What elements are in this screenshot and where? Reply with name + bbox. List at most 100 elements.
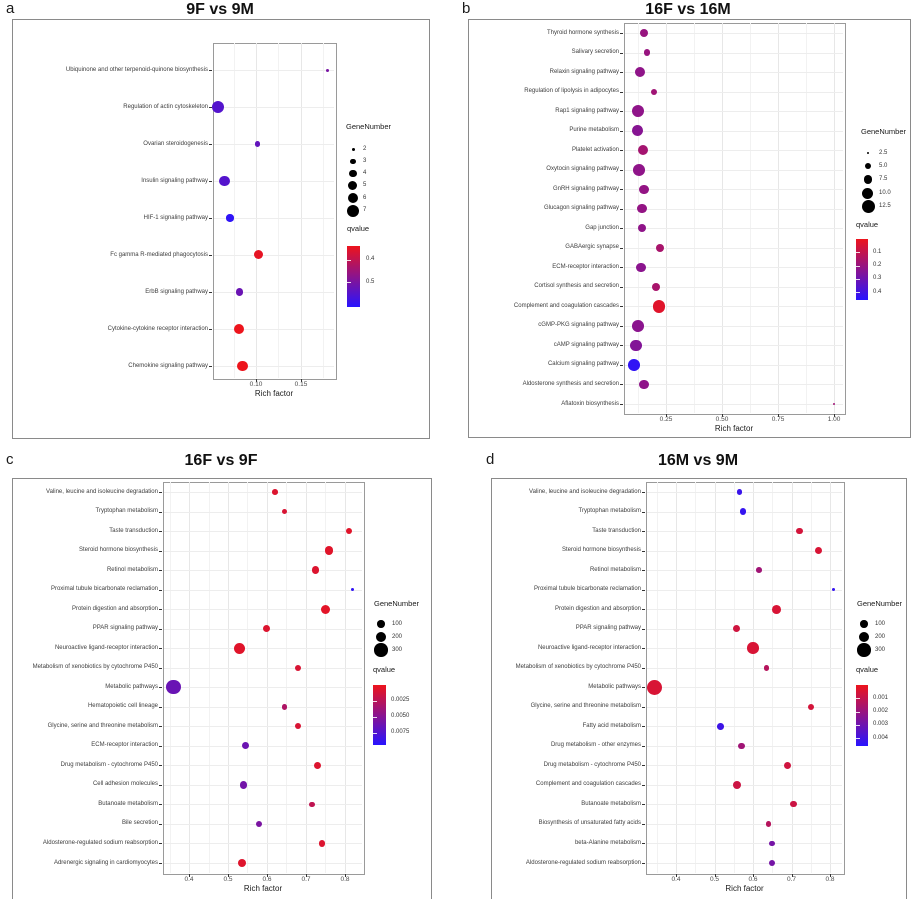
y-axis-tick <box>620 169 623 171</box>
y-axis-tick <box>620 91 623 93</box>
row-gridline <box>625 325 843 327</box>
pathway-label: Aldosterone synthesis and secretion <box>522 380 619 387</box>
pathway-label: Hematopoietic cell lineage <box>87 703 158 710</box>
row-gridline <box>214 292 334 293</box>
y-axis-tick <box>159 609 162 611</box>
pathway-label: Cell adhesion molecules <box>92 781 158 788</box>
x-tick-label: 0.5 <box>223 876 233 883</box>
pathway-label: GnRH signaling pathway <box>552 185 619 192</box>
data-point <box>740 508 747 515</box>
legend-size-dot <box>864 163 872 170</box>
x-tick-label: 0.4 <box>184 876 194 883</box>
row-gridline <box>164 511 362 513</box>
plot-area <box>624 23 846 415</box>
y-axis-tick <box>642 667 645 669</box>
x-axis-tick <box>791 874 793 877</box>
row-gridline <box>164 628 362 630</box>
data-point <box>254 250 264 260</box>
qvalue-bar-tick <box>856 724 860 726</box>
data-point <box>309 801 315 808</box>
legend-size-dot <box>377 620 385 628</box>
pathway-label: Rap1 signaling pathway <box>555 107 619 114</box>
qvalue-tick-label: 0.4 <box>366 256 375 263</box>
row-gridline <box>164 804 362 806</box>
data-point <box>747 642 759 654</box>
row-gridline <box>647 589 842 591</box>
row-gridline <box>625 384 843 386</box>
row-gridline <box>214 329 334 330</box>
pathway-label: beta-Alanine metabolism <box>574 839 641 846</box>
y-axis-tick <box>209 70 212 71</box>
x-axis-label: Rich factor <box>254 389 294 398</box>
data-point <box>647 679 663 695</box>
row-gridline <box>164 687 362 689</box>
pathway-label: Calcium signaling pathway <box>547 361 619 368</box>
y-axis-tick <box>620 345 623 347</box>
x-axis-label: Rich factor <box>725 884 764 893</box>
x-tick-label: 0.10 <box>249 381 263 388</box>
x-axis-tick <box>256 379 257 382</box>
minor-gridline <box>733 482 735 873</box>
y-axis-tick <box>209 366 212 367</box>
pathway-label: Fatty acid metabolism <box>582 722 641 729</box>
data-point <box>632 125 644 137</box>
pathway-label: Tryptophan metabolism <box>578 508 641 515</box>
y-axis-tick <box>642 531 645 533</box>
legend-size-label: 3 <box>363 157 367 164</box>
major-gridline <box>189 482 190 873</box>
y-axis-tick <box>620 72 623 74</box>
row-gridline <box>625 33 843 34</box>
pathway-label: Proximal tubule bicarbonate reclamation <box>533 586 641 593</box>
qvalue-bar-tick <box>856 252 860 254</box>
pathway-label: Adrenergic signaling in cardiomyocytes <box>53 859 158 866</box>
row-gridline <box>647 726 842 728</box>
pathway-label: cGMP-PKG signaling pathway <box>538 322 619 329</box>
pathway-label: Protein digestion and absorption <box>71 605 158 612</box>
pathway-label: PPAR signaling pathway <box>92 625 158 632</box>
qvalue-tick-label: 0.4 <box>873 288 882 295</box>
panel-title: 16F vs 16M <box>645 1 731 18</box>
row-gridline <box>647 706 842 708</box>
qvalue-bar-tick <box>856 711 860 713</box>
data-point <box>639 379 649 390</box>
pathway-label: Butanoate metabolism <box>98 800 158 807</box>
legend-size-dot <box>347 204 359 217</box>
y-axis-tick <box>620 286 623 288</box>
plot-area <box>163 482 365 875</box>
row-gridline <box>164 550 362 552</box>
pathway-label: Complement and coagulation cascades <box>535 781 641 788</box>
y-axis-tick <box>642 609 645 611</box>
row-gridline <box>647 687 842 689</box>
panel-border-box <box>12 19 430 439</box>
qvalue-bar-tick <box>856 265 860 267</box>
pathway-label: GABAergic synapse <box>565 244 619 251</box>
row-gridline <box>164 765 362 767</box>
legend-size-label: 100 <box>875 620 886 627</box>
legend-size-label: 7 <box>363 207 367 213</box>
pathway-label: Glycine, serine and threonine metabolism <box>530 703 641 710</box>
pathway-label: Metabolism of xenobiotics by cytochrome … <box>32 664 158 671</box>
y-axis-tick <box>620 364 623 366</box>
data-point <box>233 323 245 335</box>
legend-size-dot <box>348 181 358 191</box>
qvalue-bar-tick <box>856 698 860 700</box>
x-axis-tick <box>666 414 667 417</box>
x-tick-label: 0.6 <box>748 876 758 883</box>
y-axis-tick <box>209 107 212 108</box>
qvalue-gradient-bar <box>347 246 360 307</box>
pathway-label: Steroid hormone biosynthesis <box>78 547 158 554</box>
pathway-label: Metabolic pathways <box>105 683 158 690</box>
data-point <box>655 243 665 252</box>
legend-size-label: 200 <box>875 633 886 640</box>
data-point <box>790 801 797 808</box>
y-axis-tick <box>159 511 162 513</box>
data-point <box>636 262 646 272</box>
minor-gridline <box>806 23 808 413</box>
data-point <box>832 588 836 592</box>
pathway-label: Drug metabolism - cytochrome P450 <box>543 761 641 768</box>
y-axis-tick <box>209 218 212 219</box>
qvalue-gradient-bar <box>856 685 868 746</box>
x-tick-label: 0.7 <box>786 876 797 883</box>
y-axis-tick <box>159 570 162 572</box>
major-gridline <box>305 482 307 873</box>
